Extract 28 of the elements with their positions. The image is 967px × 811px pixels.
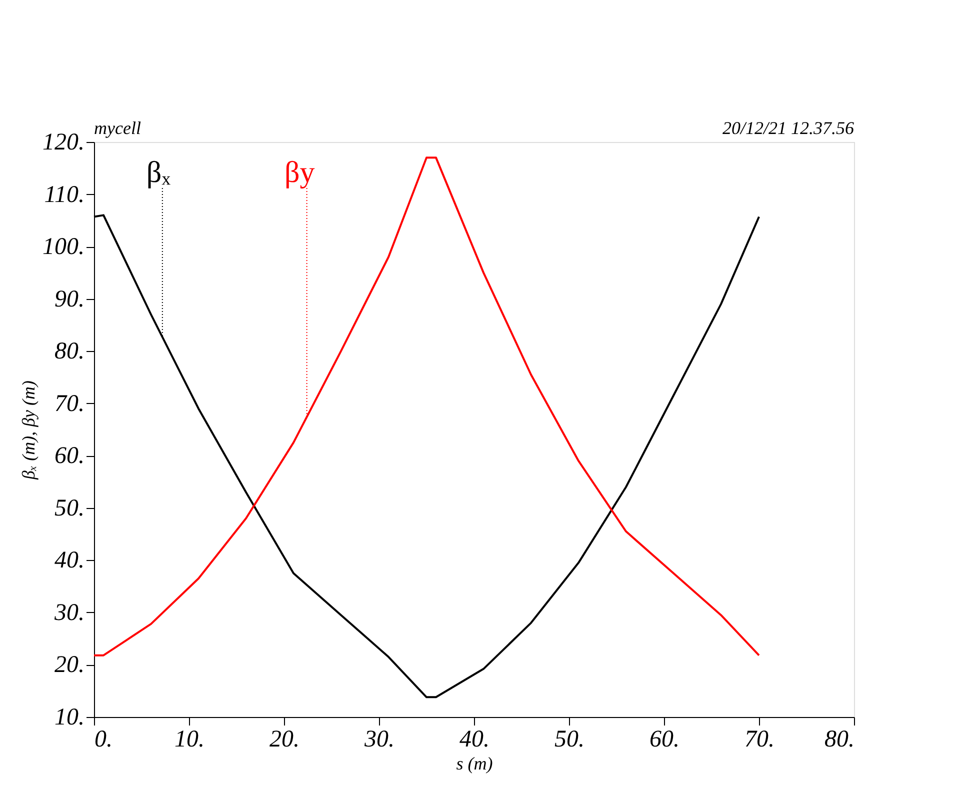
- x-axis-title: s (m): [456, 754, 493, 774]
- y-tick-label: 60.: [54, 443, 84, 470]
- text: βy: [284, 156, 315, 189]
- text: 20/12/21 12.37.56: [722, 118, 854, 138]
- y-tick-label: 40.: [54, 548, 84, 574]
- y-tick-label: 90.: [54, 286, 84, 312]
- y-tick-label: 80.: [54, 338, 84, 365]
- x-tick-label: 0.: [94, 726, 112, 752]
- y-tick-label: 100.: [42, 234, 84, 260]
- y-tick-label: 20.: [54, 652, 84, 678]
- x-tick-label: 20.: [270, 726, 300, 752]
- y-tick-label: 10.: [54, 704, 84, 730]
- y-tick-label: 110.: [44, 182, 84, 208]
- line-series: [93, 156, 760, 656]
- y-tick-label: 120.: [42, 130, 84, 156]
- y-axis-title: βₓ (m), βy (m): [18, 380, 38, 481]
- x-tick-label: 70.: [744, 726, 774, 752]
- x-tick-label: 50.: [554, 726, 584, 752]
- y-tick-label: 50.: [54, 495, 84, 522]
- x-tick-label: 40.: [460, 726, 490, 752]
- chart-title: mycell: [94, 118, 141, 138]
- x-tick-label: 80.: [824, 726, 854, 752]
- x-tick-label: 30.: [364, 726, 394, 752]
- series-label: βₓ: [146, 156, 171, 189]
- x-tick-label: 10.: [174, 726, 204, 752]
- y-tick-label: 70.: [54, 390, 84, 417]
- x-tick-label: 60.: [650, 726, 680, 752]
- y-tick-label: 30.: [54, 600, 84, 626]
